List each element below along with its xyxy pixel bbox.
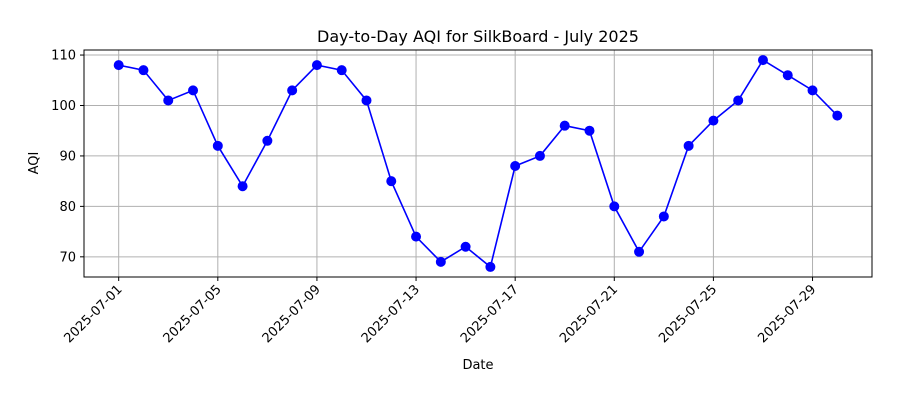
data-point: [336, 65, 347, 76]
data-point: [757, 55, 768, 66]
data-point: [411, 231, 422, 242]
data-point: [683, 140, 694, 151]
data-point: [733, 95, 744, 106]
data-point: [485, 261, 496, 272]
data-point: [510, 161, 521, 172]
y-tick-label: 80: [59, 200, 76, 215]
y-tick-label: 70: [59, 250, 76, 265]
data-point: [311, 60, 322, 71]
data-point: [138, 65, 149, 76]
data-point: [609, 201, 620, 212]
data-point: [634, 246, 645, 257]
chart-title: Day-to-Day AQI for SilkBoard - July 2025: [317, 27, 639, 46]
data-point: [782, 70, 793, 81]
data-point: [460, 241, 471, 252]
data-point: [534, 150, 545, 161]
y-tick-label: 100: [51, 99, 76, 114]
data-point: [832, 110, 843, 121]
data-point: [807, 85, 818, 96]
data-point: [435, 256, 446, 267]
data-point: [386, 176, 397, 187]
series-layer: [113, 55, 843, 272]
data-point: [361, 95, 372, 106]
plot-frame: [83, 49, 873, 278]
y-tick-label: 110: [51, 49, 76, 64]
data-point: [708, 115, 719, 126]
data-point: [163, 95, 174, 106]
data-point: [559, 120, 570, 131]
data-point: [287, 85, 298, 96]
data-point: [188, 85, 199, 96]
y-tick-label: 90: [59, 149, 76, 164]
data-point: [237, 181, 248, 192]
y-axis-label: AQI: [27, 152, 42, 175]
data-point: [113, 60, 124, 71]
x-axis-label: Date: [462, 358, 493, 373]
data-point: [212, 140, 223, 151]
series-line: [118, 58, 838, 269]
data-point: [584, 125, 595, 136]
data-point: [658, 211, 669, 222]
data-point: [262, 135, 273, 146]
